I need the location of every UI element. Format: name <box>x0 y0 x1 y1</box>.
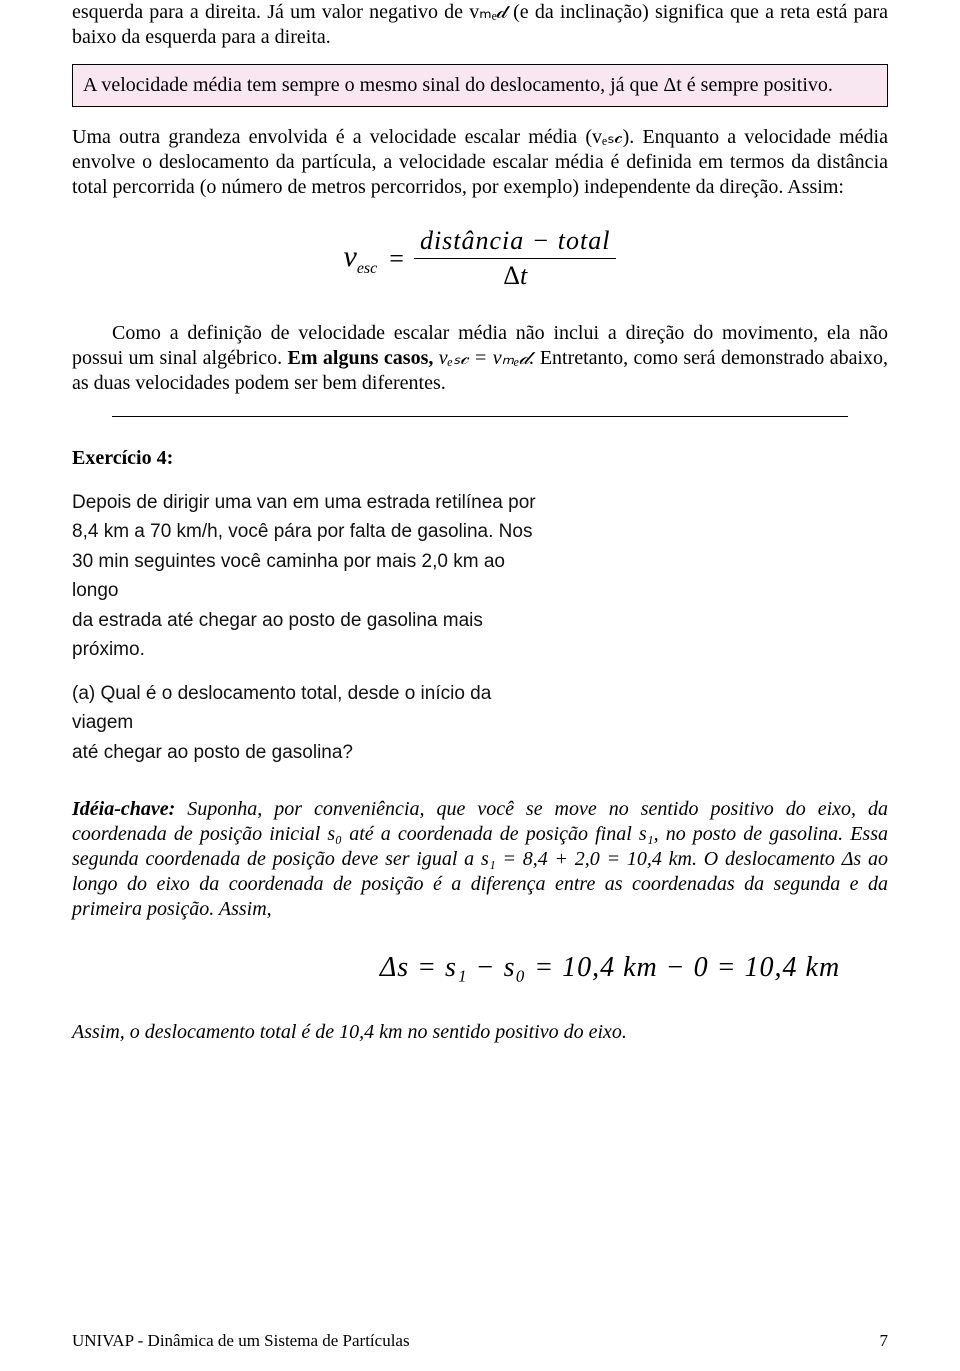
explanation-italic: vₑₛ𝒸 = vₘₑ𝒹. <box>433 347 539 369</box>
formula-lhs: vesc <box>344 240 378 278</box>
explanation-bold: Em alguns casos, <box>288 347 434 369</box>
fraction: distância − total Δt <box>414 226 617 291</box>
delta-symbol: Δ <box>503 261 520 290</box>
ideia-chave-paragraph: Idéia-chave: Suponha, por conveniência, … <box>72 797 888 922</box>
footer-page-number: 7 <box>880 1331 889 1351</box>
problem-line-2: 8,4 km a 70 km/h, você pára por falta de… <box>72 517 552 546</box>
formula-v: v <box>344 240 357 273</box>
formula-vesc: vesc = distância − total Δt <box>72 226 888 291</box>
problem-line-1: Depois de dirigir uma van em uma estrada… <box>72 488 552 517</box>
conclusion-paragraph: Assim, o deslocamento total é de 10,4 km… <box>72 1020 888 1045</box>
ideia-label: Idéia-chave: <box>72 798 175 820</box>
highlight-box: A velocidade média tem sempre o mesmo si… <box>72 64 888 107</box>
footer-left: UNIVAP - Dinâmica de um Sistema de Partí… <box>72 1331 410 1351</box>
formula-inner: vesc = distância − total Δt <box>344 226 617 291</box>
fraction-numerator: distância − total <box>414 226 617 259</box>
fraction-denominator: Δt <box>414 259 617 291</box>
problem-statement: Depois de dirigir uma van em uma estrada… <box>72 488 552 767</box>
exercise-heading: Exercício 4: <box>72 447 888 470</box>
page: esquerda para a direita. Já um valor neg… <box>0 0 960 1371</box>
divider <box>112 416 848 417</box>
problem-question-b: até chegar ao posto de gasolina? <box>72 738 552 767</box>
explanation-paragraph: Como a definição de velocidade escalar m… <box>72 321 888 396</box>
intro-paragraph: esquerda para a direita. Já um valor neg… <box>72 0 888 50</box>
formula-delta-s: Δs = s₁ − s₀ = 10,4 km − 0 = 10,4 km <box>332 952 888 984</box>
ideia-text: Suponha, por conveniência, que você se m… <box>72 798 888 920</box>
problem-question-a: (a) Qual é o deslocamento total, desde o… <box>72 679 552 738</box>
definition-paragraph: Uma outra grandeza envolvida é a velocid… <box>72 125 888 200</box>
page-footer: UNIVAP - Dinâmica de um Sistema de Partí… <box>72 1331 888 1351</box>
highlight-text: A velocidade média tem sempre o mesmo si… <box>83 73 877 98</box>
t-symbol: t <box>520 261 527 290</box>
problem-line-4: da estrada até chegar ao posto de gasoli… <box>72 606 552 665</box>
equals-sign: = <box>389 244 404 274</box>
formula-sub: esc <box>357 260 377 277</box>
problem-line-3: 30 min seguintes você caminha por mais 2… <box>72 547 552 606</box>
